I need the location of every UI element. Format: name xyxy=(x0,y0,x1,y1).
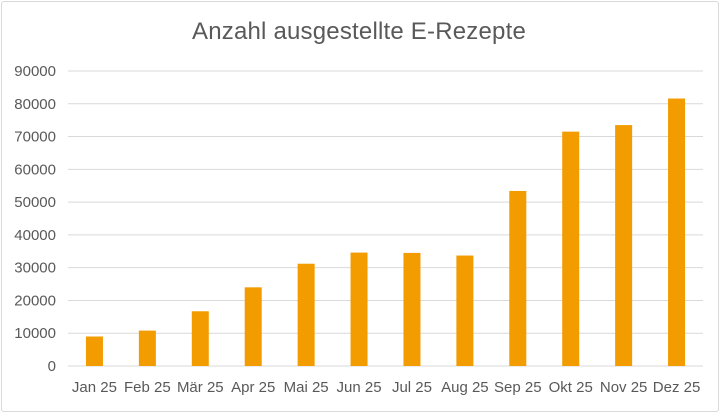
x-tick-label: Sep 25 xyxy=(494,379,542,396)
x-tick-label: Okt 25 xyxy=(549,379,593,396)
x-tick-label: Jul 25 xyxy=(392,379,432,396)
y-tick-label: 60000 xyxy=(14,161,56,178)
y-tick-label: 0 xyxy=(48,358,56,375)
bar xyxy=(244,287,262,366)
x-tick-label: Dez 25 xyxy=(653,379,701,396)
bar xyxy=(562,131,580,366)
y-tick-label: 90000 xyxy=(14,63,56,80)
bar xyxy=(456,255,474,366)
x-tick-label: Apr 25 xyxy=(231,379,275,396)
bar xyxy=(85,336,103,366)
x-tick-label: Feb 25 xyxy=(124,379,171,396)
gridlines xyxy=(68,70,703,367)
y-tick-label: 40000 xyxy=(14,227,56,244)
x-tick-label: Mai 25 xyxy=(284,379,329,396)
bar xyxy=(403,252,421,366)
y-tick-label: 20000 xyxy=(14,292,56,309)
y-tick-label: 70000 xyxy=(14,129,56,146)
y-tick-label: 80000 xyxy=(14,96,56,113)
chart-title: Anzahl ausgestellte E-Rezepte xyxy=(192,18,526,45)
bar xyxy=(668,98,686,367)
y-tick-label: 30000 xyxy=(14,260,56,277)
x-tick-label: Nov 25 xyxy=(600,379,648,396)
bar xyxy=(615,125,633,366)
bar xyxy=(509,190,527,366)
bar xyxy=(297,263,315,366)
x-tick-label: Aug 25 xyxy=(441,379,489,396)
bar xyxy=(350,252,368,366)
y-tick-label: 10000 xyxy=(14,325,56,342)
x-tick-label: Jan 25 xyxy=(72,379,117,396)
x-axis-tick-labels: Jan 25 Feb 25 Mär 25 Apr 25 Mai 25 Jun 25 Jul … xyxy=(72,379,700,396)
y-tick-label: 50000 xyxy=(14,194,56,211)
bar xyxy=(191,311,209,366)
y-axis-tick-labels: 0 10000 20000 30000 40000 50000 60000 70000 8000… xyxy=(14,63,56,375)
x-tick-label: Jun 25 xyxy=(337,379,382,396)
bar xyxy=(138,330,156,366)
bars xyxy=(85,98,686,367)
x-tick-label: Mär 25 xyxy=(177,379,224,396)
